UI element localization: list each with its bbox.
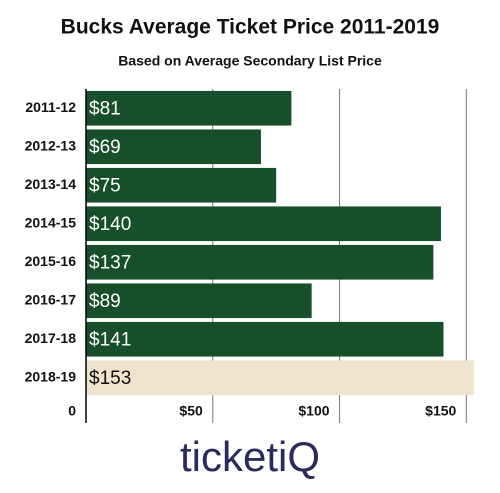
bar: [86, 321, 444, 357]
value-label: $89: [89, 291, 121, 312]
x-tick-label: 0: [68, 403, 76, 419]
value-label: $137: [89, 252, 131, 273]
y-tick-label: 2018-19: [25, 368, 77, 384]
y-tick-label: 2016-17: [25, 291, 77, 307]
bar: [86, 129, 261, 165]
value-label: $75: [89, 175, 121, 196]
value-label: $81: [89, 98, 121, 119]
y-tick-label: 2011-12: [25, 99, 76, 115]
x-tick-label: $150: [425, 403, 456, 419]
y-tick-label: 2014-15: [25, 214, 77, 230]
chart-subtitle: Based on Average Secondary List Price: [118, 53, 382, 69]
x-tick-label: $50: [179, 403, 203, 419]
value-label: $69: [89, 137, 121, 158]
y-tick-label: 2017-18: [25, 330, 77, 346]
bar: [86, 283, 312, 319]
bar: [86, 206, 441, 242]
logo: ticketiQ: [180, 433, 320, 480]
bar: [86, 90, 292, 126]
value-label: $153: [89, 368, 131, 389]
chart-title: Bucks Average Ticket Price 2011-2019: [61, 16, 440, 39]
bar: [86, 167, 277, 203]
bar: [86, 244, 434, 280]
x-tick-label: $100: [298, 403, 329, 419]
value-label: $140: [89, 214, 131, 235]
y-tick-label: 2013-14: [25, 176, 77, 192]
y-tick-label: 2015-16: [25, 253, 77, 269]
bar: [86, 360, 474, 396]
y-tick-label: 2012-13: [25, 137, 77, 153]
value-label: $141: [89, 329, 131, 350]
